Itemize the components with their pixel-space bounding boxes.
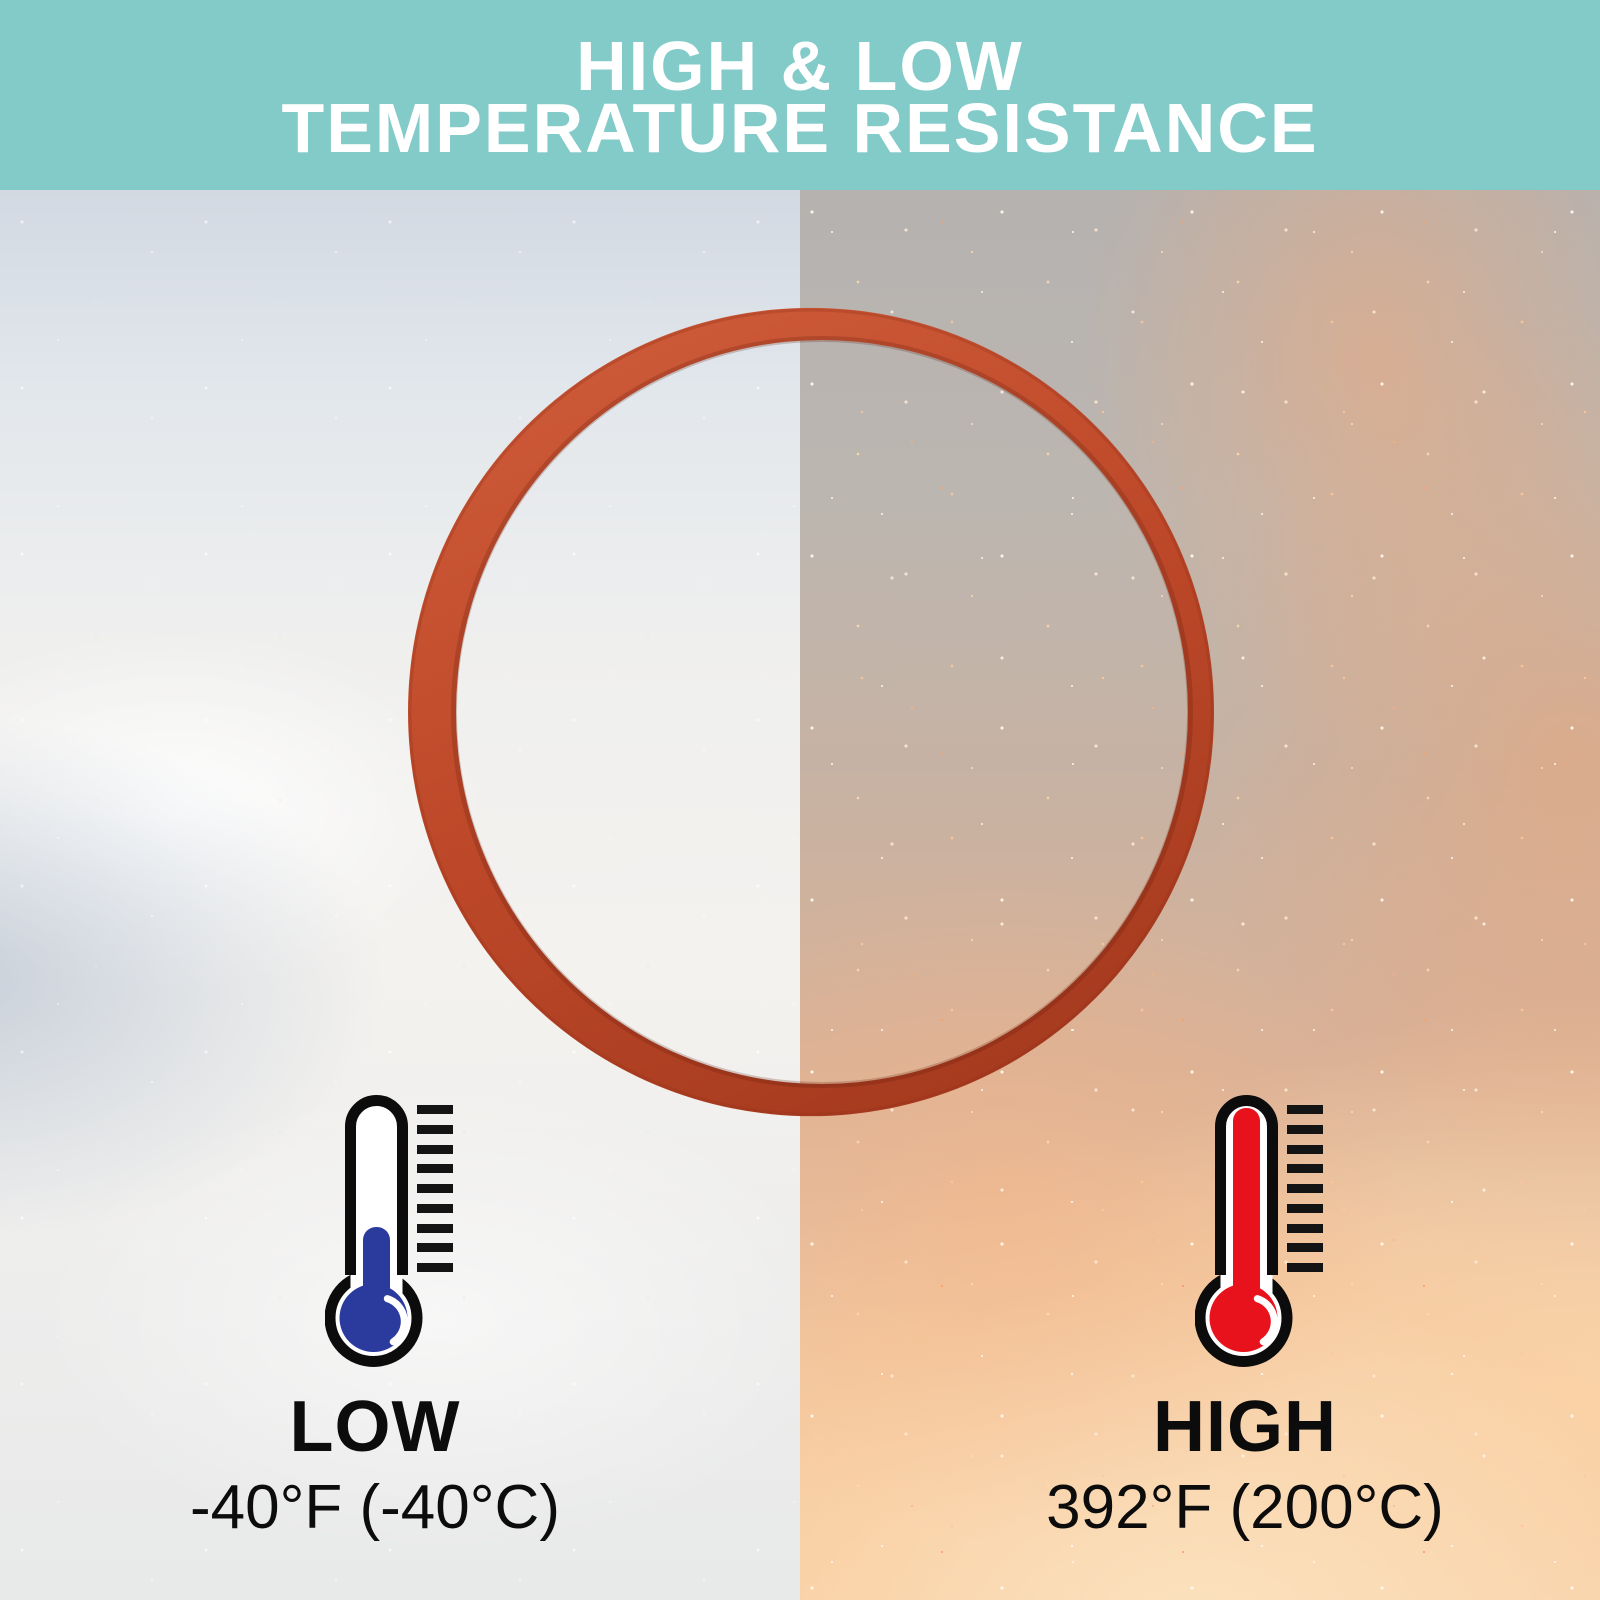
header-banner: HIGH & LOW TEMPERATURE RESISTANCE [0, 0, 1600, 190]
low-temp-group: LOW -40°F (-40°C) [75, 1092, 675, 1539]
high-temp-group: HIGH 392°F (200°C) [945, 1092, 1545, 1539]
title-line-2: TEMPERATURE RESISTANCE [281, 89, 1319, 167]
fire-sparks-layer-b [800, 190, 1600, 1600]
low-value: -40°F (-40°C) [190, 1473, 560, 1542]
title-line-1: HIGH & LOW [576, 27, 1024, 105]
low-label: LOW [289, 1387, 461, 1467]
fire-background [800, 190, 1600, 1600]
high-thermometer-icon [1195, 1095, 1323, 1367]
snow-sparkle-layer [0, 190, 800, 1600]
snow-background [0, 190, 800, 1600]
high-value: 392°F (200°C) [1046, 1473, 1444, 1542]
low-thermometer-icon [325, 1095, 453, 1367]
high-label: HIGH [1153, 1387, 1337, 1467]
